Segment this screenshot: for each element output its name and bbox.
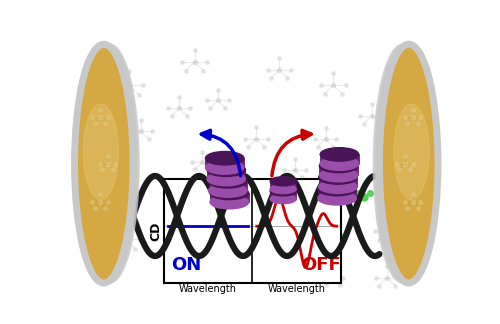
Ellipse shape [84,104,118,200]
FancyBboxPatch shape [210,193,248,202]
FancyBboxPatch shape [320,166,358,175]
Ellipse shape [380,44,438,283]
Ellipse shape [206,161,244,174]
Ellipse shape [376,44,435,283]
Ellipse shape [394,104,429,200]
Ellipse shape [74,44,133,283]
FancyArrowPatch shape [272,130,311,176]
FancyArrowPatch shape [202,130,240,176]
Ellipse shape [320,157,358,170]
Ellipse shape [270,184,296,194]
Ellipse shape [76,44,134,283]
Ellipse shape [318,182,356,196]
Ellipse shape [208,175,247,188]
Ellipse shape [210,195,248,209]
FancyBboxPatch shape [318,178,357,187]
Ellipse shape [74,44,133,283]
Ellipse shape [208,184,247,197]
Ellipse shape [207,163,246,177]
Ellipse shape [80,44,139,283]
FancyBboxPatch shape [207,170,246,179]
Ellipse shape [318,171,357,184]
Ellipse shape [207,172,246,186]
Ellipse shape [270,177,296,186]
Ellipse shape [320,148,358,161]
Ellipse shape [318,191,356,205]
FancyBboxPatch shape [270,181,296,189]
FancyBboxPatch shape [270,191,296,199]
Ellipse shape [270,187,296,196]
Ellipse shape [318,180,357,193]
FancyBboxPatch shape [318,189,356,198]
FancyBboxPatch shape [208,181,247,191]
Ellipse shape [320,159,358,173]
Ellipse shape [380,44,438,283]
Ellipse shape [78,44,136,283]
FancyBboxPatch shape [320,154,358,164]
Ellipse shape [375,44,434,283]
Ellipse shape [320,168,358,182]
Ellipse shape [210,186,248,200]
Ellipse shape [374,44,432,283]
FancyBboxPatch shape [206,158,244,168]
Ellipse shape [79,44,138,283]
Ellipse shape [206,152,244,165]
Ellipse shape [270,194,296,203]
Ellipse shape [378,44,436,283]
